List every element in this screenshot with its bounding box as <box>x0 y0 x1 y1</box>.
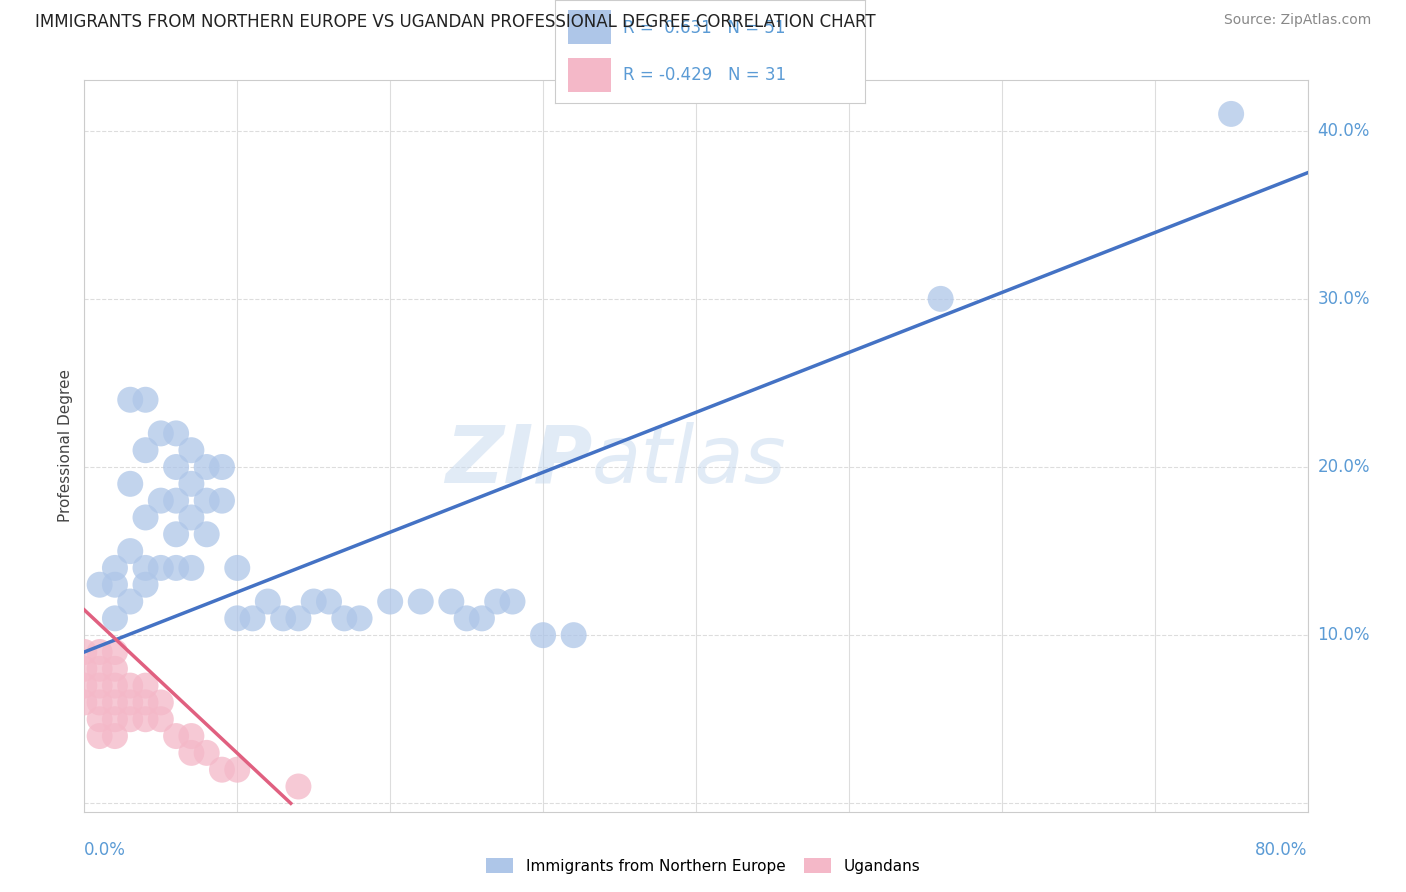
Point <box>89 645 111 659</box>
Point <box>180 443 202 458</box>
Point <box>73 679 96 693</box>
Bar <box>568 11 612 44</box>
Point <box>211 763 233 777</box>
Point <box>180 476 202 491</box>
Point <box>180 561 202 575</box>
Point <box>135 695 157 709</box>
Point <box>165 460 187 475</box>
Point <box>440 594 463 608</box>
Point <box>73 662 96 676</box>
Point <box>120 679 142 693</box>
Point <box>165 729 187 743</box>
Point <box>73 695 96 709</box>
Text: ZIP: ZIP <box>444 422 592 500</box>
Point <box>89 695 111 709</box>
Point <box>104 611 127 625</box>
Text: IMMIGRANTS FROM NORTHERN EUROPE VS UGANDAN PROFESSIONAL DEGREE CORRELATION CHART: IMMIGRANTS FROM NORTHERN EUROPE VS UGAND… <box>35 13 876 31</box>
Point <box>287 780 309 794</box>
Legend: Immigrants from Northern Europe, Ugandans: Immigrants from Northern Europe, Ugandan… <box>479 852 927 880</box>
Point <box>104 712 127 726</box>
Point <box>89 578 111 592</box>
Text: 10.0%: 10.0% <box>1317 626 1369 644</box>
Point <box>135 561 157 575</box>
Point <box>195 493 218 508</box>
Point <box>333 611 356 625</box>
Bar <box>568 59 612 93</box>
Point <box>349 611 371 625</box>
Point <box>180 746 202 760</box>
Point <box>165 561 187 575</box>
Text: 20.0%: 20.0% <box>1317 458 1369 476</box>
Point <box>89 712 111 726</box>
Point <box>502 594 524 608</box>
Point <box>471 611 494 625</box>
Text: 80.0%: 80.0% <box>1256 841 1308 859</box>
Point <box>180 510 202 524</box>
Point <box>302 594 325 608</box>
Point <box>180 729 202 743</box>
Point <box>257 594 280 608</box>
Point <box>104 695 127 709</box>
Point <box>135 392 157 407</box>
Point <box>104 578 127 592</box>
Point <box>226 763 249 777</box>
Point <box>318 594 340 608</box>
Point <box>135 679 157 693</box>
Point <box>135 712 157 726</box>
Point <box>149 695 172 709</box>
Point <box>486 594 509 608</box>
Point <box>165 527 187 541</box>
Point <box>226 561 249 575</box>
Point <box>211 460 233 475</box>
Point <box>211 493 233 508</box>
Point <box>242 611 264 625</box>
Point <box>531 628 554 642</box>
Text: 30.0%: 30.0% <box>1317 290 1369 308</box>
Point <box>149 426 172 441</box>
Point <box>73 645 96 659</box>
Point <box>120 594 142 608</box>
Point <box>120 695 142 709</box>
Point <box>380 594 402 608</box>
Point <box>929 292 952 306</box>
Point <box>149 493 172 508</box>
Point <box>89 679 111 693</box>
Text: R = -0.429   N = 31: R = -0.429 N = 31 <box>623 66 786 84</box>
Point <box>165 426 187 441</box>
Point <box>195 746 218 760</box>
Point <box>104 645 127 659</box>
Point <box>165 493 187 508</box>
Point <box>120 544 142 558</box>
Point <box>149 561 172 575</box>
Point <box>104 561 127 575</box>
Point <box>120 392 142 407</box>
Point <box>409 594 432 608</box>
Point <box>195 460 218 475</box>
Point <box>104 679 127 693</box>
Y-axis label: Professional Degree: Professional Degree <box>58 369 73 523</box>
Point <box>120 712 142 726</box>
Point <box>135 510 157 524</box>
Text: R =  0.631   N = 51: R = 0.631 N = 51 <box>623 19 786 37</box>
Point <box>135 578 157 592</box>
Point <box>195 527 218 541</box>
Text: 40.0%: 40.0% <box>1317 121 1369 140</box>
Point <box>89 729 111 743</box>
Point <box>456 611 478 625</box>
Text: atlas: atlas <box>592 422 787 500</box>
Point <box>104 662 127 676</box>
Point <box>271 611 294 625</box>
Point <box>135 443 157 458</box>
Point <box>89 662 111 676</box>
Point <box>149 712 172 726</box>
Point <box>287 611 309 625</box>
Point <box>562 628 585 642</box>
Point <box>104 729 127 743</box>
Point <box>226 611 249 625</box>
Text: 0.0%: 0.0% <box>84 841 127 859</box>
Point <box>1220 107 1243 121</box>
Text: Source: ZipAtlas.com: Source: ZipAtlas.com <box>1223 13 1371 28</box>
Point <box>120 476 142 491</box>
